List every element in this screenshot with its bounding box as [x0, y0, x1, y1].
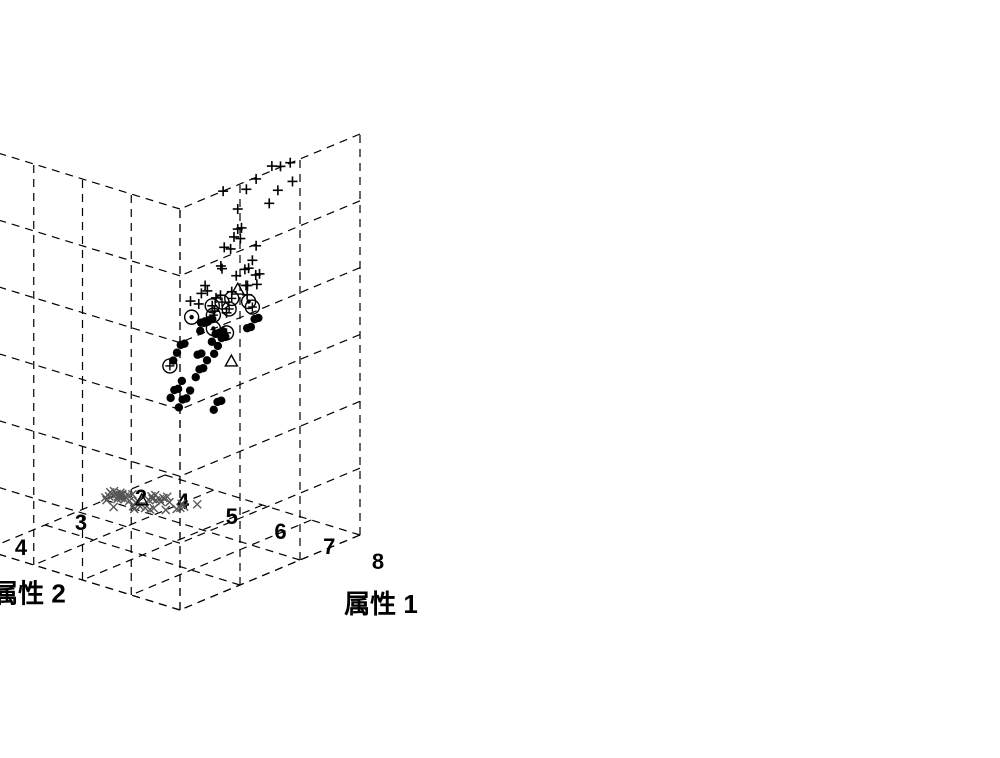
svg-text:8: 8 — [372, 549, 384, 574]
y-axis-label: 属性 2 — [0, 579, 66, 609]
svg-text:5: 5 — [226, 504, 238, 529]
svg-text:4: 4 — [15, 535, 28, 560]
scatter3d-figure: { "canvas": { "width": 1000, "height": 7… — [0, 0, 1000, 758]
grid — [0, 134, 360, 610]
svg-text:3: 3 — [75, 510, 87, 535]
x-axis-label: 属性 1 — [344, 589, 418, 619]
svg-text:7: 7 — [323, 534, 335, 559]
svg-text:6: 6 — [274, 519, 286, 544]
scatter3d-svg: 4567823451234567属性 1属性 2属性 3 — [0, 0, 1000, 758]
